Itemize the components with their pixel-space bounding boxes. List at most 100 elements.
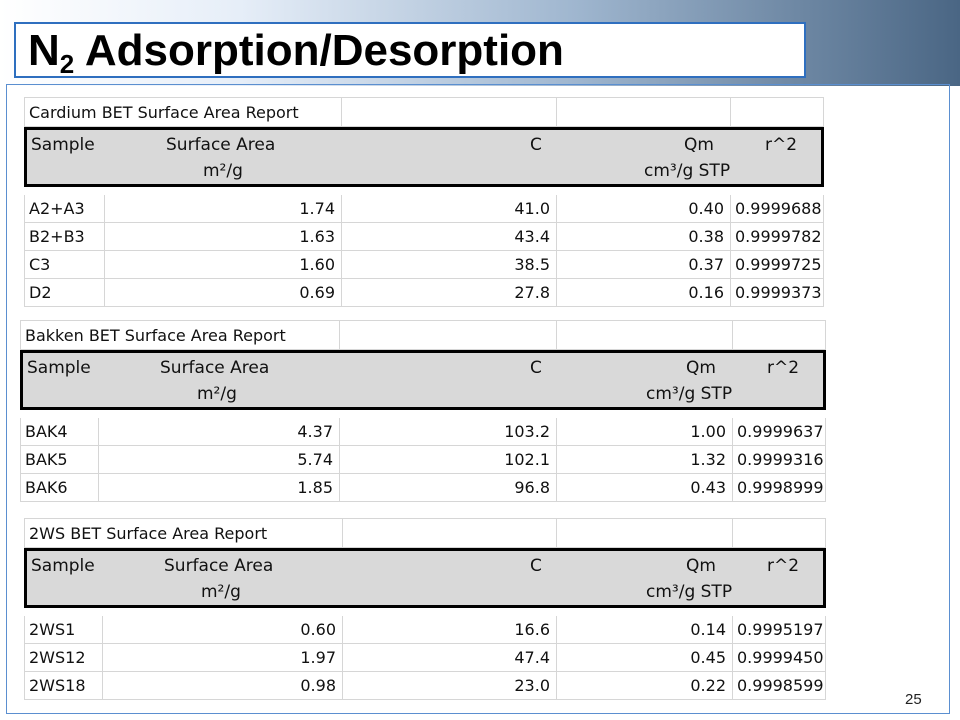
- cell-sample: D2: [24, 279, 105, 307]
- cell-value: 1.32: [690, 450, 726, 469]
- cell-qm: 0.45: [557, 644, 733, 672]
- empty-cell: [343, 518, 557, 548]
- cell-surface-area: 1.60: [105, 251, 342, 279]
- empty-cell: [342, 97, 557, 127]
- cell-r2: 0.9999373: [731, 279, 824, 307]
- cell-c: 47.4: [343, 644, 557, 672]
- header-r2: r^2: [765, 135, 798, 155]
- header-c: C: [530, 556, 542, 576]
- header-r2: r^2: [767, 358, 800, 378]
- table-row: 2WS18 0.98 23.0 0.22 0.9998599: [24, 672, 826, 700]
- page-number: 25: [905, 691, 922, 708]
- cell-value: A2+A3: [29, 199, 85, 218]
- cell-value: 0.9999373: [735, 283, 822, 302]
- table-title-cell: Bakken BET Surface Area Report: [20, 320, 340, 350]
- table-title-row: Bakken BET Surface Area Report: [20, 320, 826, 350]
- cell-surface-area: 1.85: [99, 474, 340, 502]
- cell-value: D2: [29, 283, 52, 302]
- table-title-row: 2WS BET Surface Area Report: [24, 518, 826, 548]
- cell-c: 41.0: [342, 195, 557, 223]
- cell-value: C3: [29, 255, 51, 274]
- cell-r2: 0.9995197: [733, 616, 826, 644]
- cell-qm: 0.40: [557, 195, 731, 223]
- header-qm-unit: cm³/g STP: [646, 582, 733, 602]
- cell-sample: BAK4: [20, 418, 99, 446]
- header-surface-area: Surface Area: [160, 358, 270, 378]
- cell-surface-area: 0.60: [103, 616, 343, 644]
- cell-value: B2+B3: [29, 227, 85, 246]
- empty-cell: [340, 320, 557, 350]
- cell-value: 43.4: [514, 227, 550, 246]
- empty-cell: [733, 320, 826, 350]
- column-header: Sample Surface Area m²/g C Qm cm³/g STP r^2: [24, 548, 826, 608]
- cell-qm: 0.22: [557, 672, 733, 700]
- cell-value: BAK5: [25, 450, 68, 469]
- header-sample: Sample: [31, 135, 95, 155]
- cell-value: 0.14: [690, 620, 726, 639]
- table-title: Bakken BET Surface Area Report: [25, 326, 286, 345]
- table-title: Cardium BET Surface Area Report: [29, 103, 299, 122]
- cell-qm: 0.16: [557, 279, 731, 307]
- title-box: N2 Adsorption/Desorption: [14, 22, 806, 79]
- table-row: 2WS12 1.97 47.4 0.45 0.9999450: [24, 644, 826, 672]
- cell-value: 47.4: [514, 648, 550, 667]
- cell-c: 27.8: [342, 279, 557, 307]
- cell-qm: 0.38: [557, 223, 731, 251]
- cell-surface-area: 0.69: [105, 279, 342, 307]
- header-c: C: [530, 358, 542, 378]
- header-r2: r^2: [767, 556, 800, 576]
- header-c: C: [530, 135, 542, 155]
- slide-title: N2 Adsorption/Desorption: [28, 26, 564, 79]
- cell-c: 43.4: [342, 223, 557, 251]
- cell-value: 0.9999782: [735, 227, 822, 246]
- cell-r2: 0.9999637: [733, 418, 826, 446]
- cell-value: BAK4: [25, 422, 68, 441]
- empty-cell: [557, 518, 733, 548]
- cell-r2: 0.9998599: [733, 672, 826, 700]
- cell-value: 0.9995197: [737, 620, 824, 639]
- column-header: Sample Surface Area m²/g C Qm cm³/g STP r^2: [20, 350, 826, 410]
- table-row: D2 0.69 27.8 0.16 0.9999373: [24, 279, 824, 307]
- cell-c: 96.8: [340, 474, 557, 502]
- header-sample: Sample: [31, 556, 95, 576]
- cell-qm: 1.00: [557, 418, 733, 446]
- cell-value: 0.98: [300, 676, 336, 695]
- table-row: BAK4 4.37 103.2 1.00 0.9999637: [20, 418, 826, 446]
- cell-qm: 0.37: [557, 251, 731, 279]
- cell-value: 2WS1: [29, 620, 76, 639]
- cell-sample: 2WS12: [24, 644, 103, 672]
- cell-value: 4.37: [297, 422, 333, 441]
- cell-r2: 0.9999725: [731, 251, 824, 279]
- cell-sample: BAK5: [20, 446, 99, 474]
- header-surface-area-unit: m²/g: [197, 384, 237, 404]
- table-row: 2WS1 0.60 16.6 0.14 0.9995197: [24, 616, 826, 644]
- table-row: B2+B3 1.63 43.4 0.38 0.9999782: [24, 223, 824, 251]
- cell-r2: 0.9998999: [733, 474, 826, 502]
- cell-surface-area: 1.97: [103, 644, 343, 672]
- cell-qm: 1.32: [557, 446, 733, 474]
- table-row: A2+A3 1.74 41.0 0.40 0.9999688: [24, 195, 824, 223]
- header-surface-area-unit: m²/g: [203, 161, 243, 181]
- cell-value: 1.97: [300, 648, 336, 667]
- cell-sample: A2+A3: [24, 195, 105, 223]
- empty-cell: [557, 97, 731, 127]
- cell-value: 2WS18: [29, 676, 86, 695]
- cell-value: 0.9999637: [737, 422, 824, 441]
- empty-cell: [733, 518, 826, 548]
- cell-surface-area: 0.98: [103, 672, 343, 700]
- cell-value: 0.9999688: [735, 199, 822, 218]
- cell-value: 23.0: [514, 676, 550, 695]
- cell-c: 38.5: [342, 251, 557, 279]
- cell-value: 1.63: [299, 227, 335, 246]
- cell-value: 41.0: [514, 199, 550, 218]
- cell-r2: 0.9999782: [731, 223, 824, 251]
- cell-value: 0.40: [688, 199, 724, 218]
- cell-surface-area: 4.37: [99, 418, 340, 446]
- cell-value: 5.74: [297, 450, 333, 469]
- cell-r2: 0.9999688: [731, 195, 824, 223]
- cell-sample: B2+B3: [24, 223, 105, 251]
- table-row: C3 1.60 38.5 0.37 0.9999725: [24, 251, 824, 279]
- table-title: 2WS BET Surface Area Report: [29, 524, 268, 543]
- cell-value: 0.38: [688, 227, 724, 246]
- header-sample: Sample: [27, 358, 91, 378]
